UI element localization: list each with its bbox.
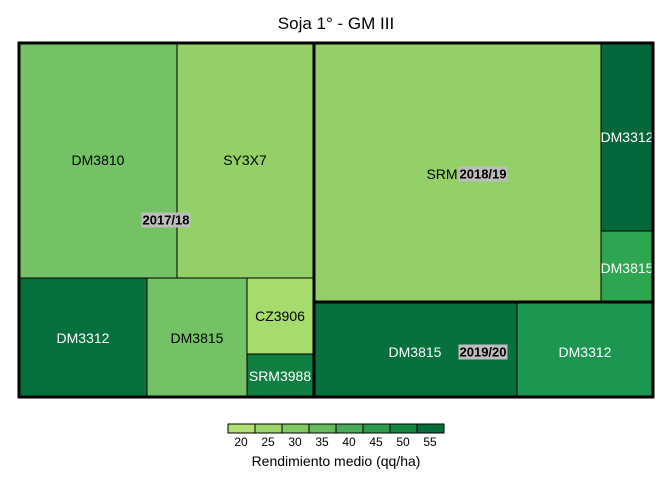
treemap-tile — [600, 230, 654, 303]
tile-label: DM3312 — [559, 344, 612, 360]
group-label-background — [141, 212, 191, 228]
treemap-tile — [176, 42, 315, 279]
group-label: 2017/18 — [141, 212, 191, 228]
tile-label: DM3815 — [601, 260, 654, 276]
treemap-tile — [146, 277, 248, 398]
legend-title: Rendimiento medio (qq/ha) — [252, 453, 421, 469]
group-borders — [17, 41, 655, 399]
legend-tick-label: 45 — [369, 435, 383, 449]
chart-title: Soja 1° - GM III — [277, 14, 395, 33]
tile-label: DM3815 — [171, 330, 224, 346]
legend-tick-label: 55 — [423, 435, 437, 449]
legend-tick-label: 20 — [234, 435, 248, 449]
legend-tick-label: 25 — [261, 435, 275, 449]
group-label: 2019/20 — [458, 344, 508, 360]
tile-label: DM3312 — [601, 129, 654, 145]
group-label-text: 2018/19 — [460, 167, 507, 182]
treemap-tile — [246, 277, 315, 355]
legend-swatch — [308, 423, 337, 434]
legend-tick-label: 35 — [315, 435, 329, 449]
legend-swatch — [416, 423, 445, 434]
legend-swatch — [362, 423, 391, 434]
tile-label: SRM3988 — [249, 368, 311, 384]
treemap-tile — [246, 353, 315, 398]
legend-tick-label: 30 — [288, 435, 302, 449]
treemap-tile — [313, 42, 602, 303]
group-label-background — [458, 344, 508, 360]
tile-label: DM3815 — [389, 344, 442, 360]
legend-ticks: 20 25 30 35 40 45 50 55 — [234, 435, 437, 449]
tile-label: SRM — [426, 166, 457, 182]
legend-swatches — [227, 423, 445, 434]
legend-tick-label: 50 — [396, 435, 410, 449]
tile-label: SY3X7 — [223, 152, 267, 168]
tiles-layer: DM3810 SY3X7 DM3312 DM3815 CZ3906 SRM3988 SRM D… — [18, 42, 654, 398]
group-label: 2018/19 — [458, 166, 508, 182]
group-label-text: 2019/20 — [460, 345, 507, 360]
legend-swatch — [335, 423, 364, 434]
legend-swatch — [389, 423, 418, 434]
group-label-background — [458, 166, 508, 182]
color-legend: 20 25 30 35 40 45 50 55 Rendimiento medio (qq/h… — [227, 423, 445, 469]
tile-label: DM3312 — [57, 330, 110, 346]
group-label-text: 2017/18 — [143, 213, 190, 228]
legend-tick-label: 40 — [342, 435, 356, 449]
group-labels-layer: 2017/18 2018/19 2019/20 — [141, 166, 508, 360]
treemap-tile — [516, 301, 654, 398]
legend-swatch — [227, 423, 256, 434]
group-border — [312, 300, 655, 399]
legend-swatch — [254, 423, 283, 434]
tile-label: DM3810 — [72, 152, 125, 168]
tile-label: CZ3906 — [255, 308, 305, 324]
legend-swatch — [281, 423, 310, 434]
treemap-tile — [600, 42, 654, 232]
